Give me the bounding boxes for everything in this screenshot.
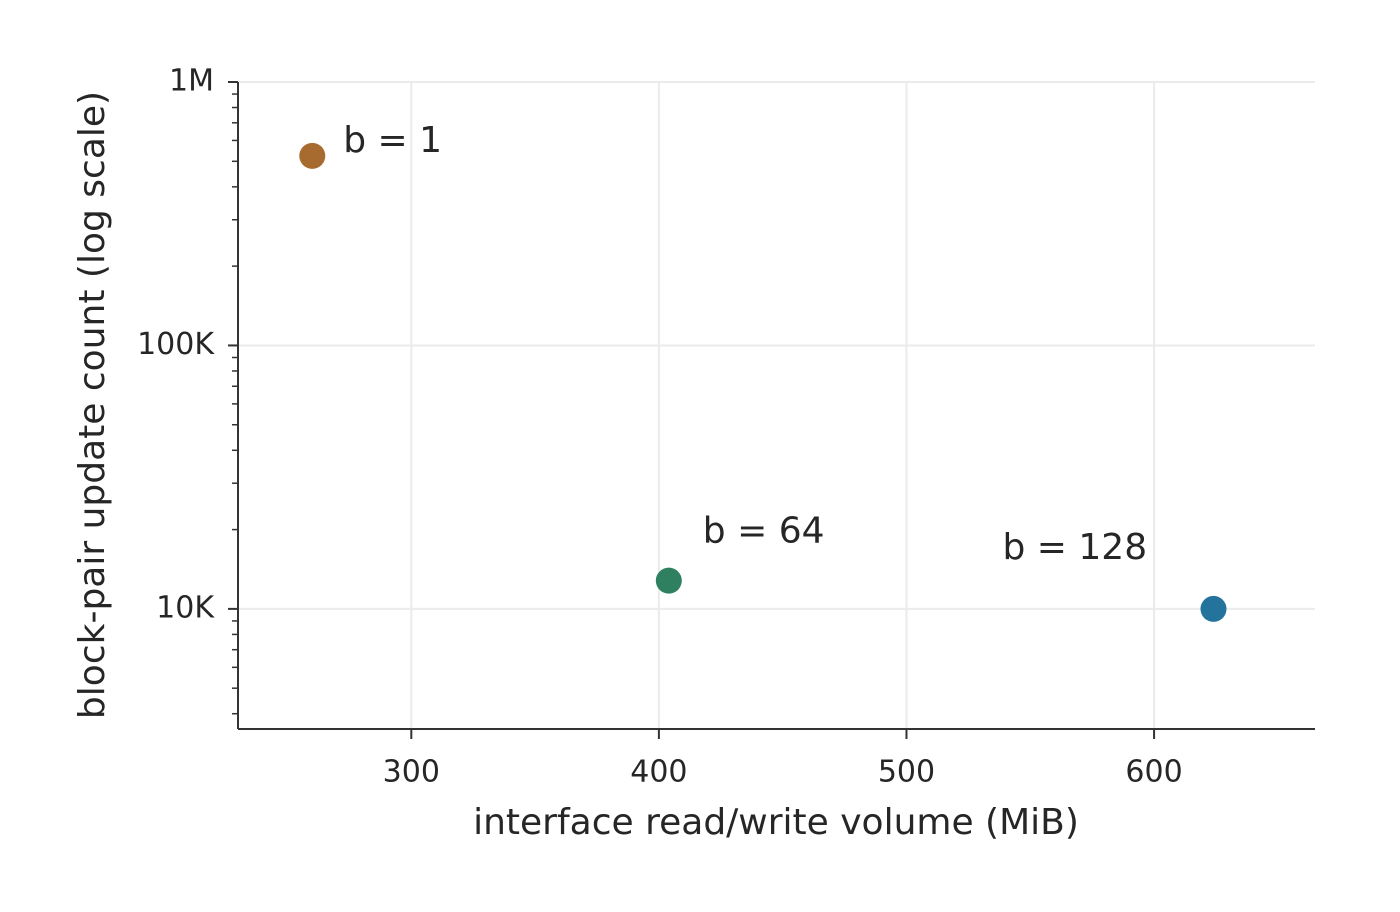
y-axis-label: block-pair update count (log scale) [72, 91, 113, 719]
y-tick-label: 10K [156, 590, 215, 625]
point [1200, 595, 1227, 622]
x-tick-label: 600 [1125, 755, 1182, 790]
x-tick-label: 300 [383, 755, 440, 790]
point-label: b = 128 [1002, 527, 1147, 568]
y-tick-label: 100K [137, 327, 215, 362]
point-label: b = 64 [703, 511, 825, 552]
y-tick-label: 1M [169, 64, 214, 99]
x-tick-label: 500 [878, 755, 935, 790]
x-axis-label: interface read/write volume (MiB) [473, 802, 1079, 843]
point [299, 142, 326, 169]
x-tick-label: 400 [630, 755, 687, 790]
point-label: b = 1 [343, 120, 442, 161]
point [655, 567, 682, 594]
